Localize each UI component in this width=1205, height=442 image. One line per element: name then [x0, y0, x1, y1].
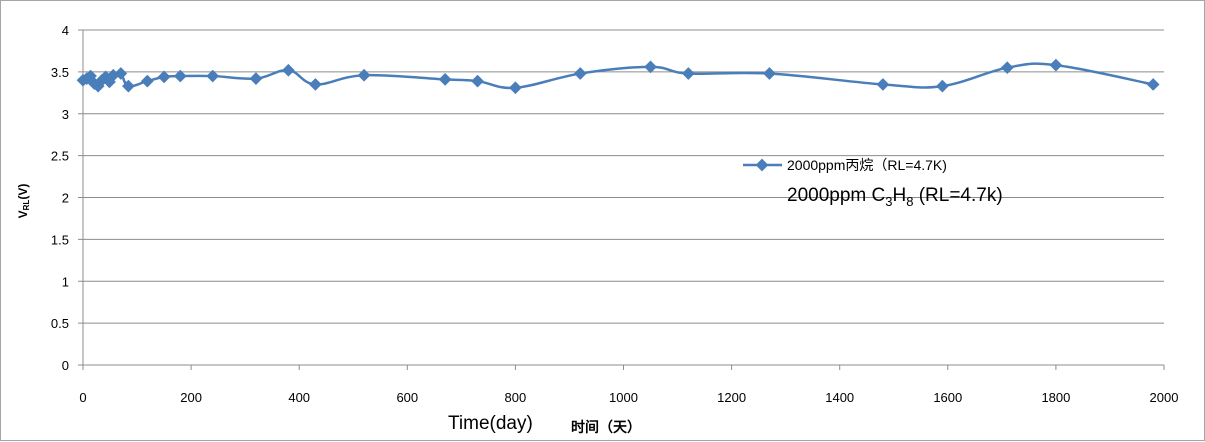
- y-tick-label: 2.5: [51, 149, 69, 164]
- x-axis-label-secondary: 时间（天）: [571, 419, 641, 436]
- x-tick-label: 600: [396, 390, 418, 405]
- y-tick-label: 1.5: [51, 232, 69, 247]
- y-tick-label: 3: [62, 107, 69, 122]
- legend-swatch-marker: [755, 158, 769, 172]
- grid-lines: [83, 29, 1164, 324]
- data-point-marker: [206, 69, 220, 83]
- y-tick-label: 2: [62, 191, 69, 206]
- series-line: [82, 62, 1154, 90]
- x-tick-label: 1200: [717, 390, 746, 405]
- x-tick-label: 2000: [1150, 390, 1179, 405]
- x-tick-label: 1400: [825, 390, 854, 405]
- annotation-prefix: 2000ppm C: [787, 185, 885, 206]
- annotation-subscript-3: 3: [885, 194, 892, 209]
- data-point-marker: [140, 74, 154, 88]
- y-tick-labels: 0 0.5 1 1.5 2 2.5 3 3.5 4: [51, 23, 69, 373]
- y-tick-label: 1: [62, 274, 69, 289]
- x-tick-label: 1000: [609, 390, 638, 405]
- axes: [78, 29, 1165, 370]
- data-point-marker: [573, 67, 587, 80]
- data-point-marker: [876, 78, 890, 91]
- data-point-marker: [681, 67, 695, 80]
- annotation-suffix: (RL=4.7k): [913, 185, 1002, 206]
- y-tick-label: 0.5: [51, 316, 69, 331]
- data-point-marker: [936, 79, 949, 93]
- y-tick-label: 4: [62, 23, 69, 38]
- y-axis-label: VRL(V): [16, 184, 31, 219]
- y-tick-label: 3.5: [51, 65, 69, 80]
- annotation-h: H: [892, 185, 906, 206]
- data-point-marker: [644, 60, 657, 74]
- x-tick-label: 400: [288, 390, 310, 405]
- series-layer: [76, 58, 1160, 95]
- data-point-marker: [763, 67, 776, 80]
- data-point-marker: [173, 69, 187, 83]
- x-tick-label: 800: [505, 390, 527, 405]
- x-tick-label: 200: [180, 390, 202, 405]
- x-tick-labels: 0 200 400 600 800 1000 1200 1400 1600 1800 2000: [79, 390, 1178, 405]
- y-axis-label-main: V: [16, 210, 30, 218]
- y-axis-label-unit: (V): [16, 184, 30, 200]
- data-point-marker: [438, 73, 452, 86]
- data-point-marker: [309, 78, 322, 91]
- chart-annotation: 2000ppm C3H8 (RL=4.7k): [787, 185, 1003, 209]
- data-point-marker: [1049, 58, 1063, 72]
- data-point-marker: [471, 74, 484, 88]
- y-tick-label: 0: [62, 358, 69, 373]
- x-axis-label: Time(day): [448, 413, 533, 434]
- y-axis-label-subscript: RL: [22, 200, 31, 211]
- legend-entry-label: 2000ppm丙烷（RL=4.7K): [787, 157, 947, 173]
- data-point-marker: [157, 70, 171, 84]
- x-tick-label: 0: [79, 390, 86, 405]
- data-point-marker: [1146, 78, 1160, 91]
- annotation-subscript-8: 8: [906, 194, 913, 209]
- data-point-marker: [357, 68, 371, 82]
- data-point-marker: [509, 81, 522, 95]
- legend: 2000ppm丙烷（RL=4.7K): [743, 157, 947, 173]
- data-point-marker: [249, 72, 263, 85]
- x-tick-label: 1800: [1041, 390, 1070, 405]
- x-tick-label: 1600: [933, 390, 962, 405]
- data-point-marker: [282, 63, 295, 77]
